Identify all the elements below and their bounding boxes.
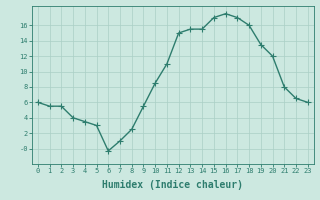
X-axis label: Humidex (Indice chaleur): Humidex (Indice chaleur) (102, 180, 243, 190)
